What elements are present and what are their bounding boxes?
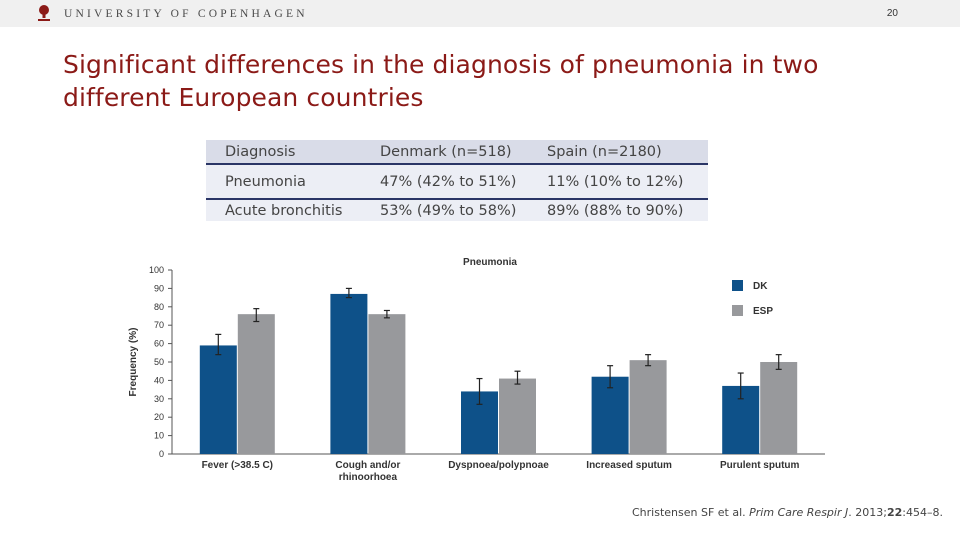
y-tick-label: 30	[154, 394, 164, 404]
x-tick-label: Purulent sputum	[720, 460, 800, 471]
slide-title: Significant differences in the diagnosis…	[63, 50, 819, 112]
y-tick-label: 50	[154, 357, 164, 367]
table-cell: 11% (10% to 12%)	[547, 173, 684, 190]
y-tick-label: 20	[154, 412, 164, 422]
header-bar: UNIVERSITY OF COPENHAGEN 20	[0, 0, 960, 27]
table-cell: 47% (42% to 51%)	[380, 173, 517, 190]
x-tick-label: Dyspnoea/polypnoae	[448, 460, 549, 471]
bar-dk	[199, 345, 237, 454]
citation-volume: 22	[886, 506, 903, 519]
table-header-cell: Diagnosis	[225, 143, 296, 160]
y-tick-label: 100	[149, 265, 164, 275]
table-cell: 89% (88% to 90%)	[547, 202, 684, 219]
legend-swatch-esp	[732, 305, 743, 316]
y-tick-label: 80	[154, 302, 164, 312]
table-cell: 53% (49% to 58%)	[380, 202, 517, 219]
legend-label-esp: ESP	[753, 306, 773, 317]
y-tick-label: 90	[154, 283, 164, 293]
table-header-cell: Denmark (n=518)	[380, 143, 512, 160]
y-tick-label: 10	[154, 431, 164, 441]
citation-journal: Prim Care Respir J	[749, 506, 849, 519]
y-tick-label: 60	[154, 339, 164, 349]
bar-esp	[237, 314, 275, 454]
x-tick-label: Cough and/or	[335, 460, 400, 471]
x-tick-label: rhinoorhoea	[339, 472, 398, 483]
x-tick-label: Fever (>38.5 C)	[202, 460, 273, 471]
table-header-row: Diagnosis Denmark (n=518) Spain (n=2180)	[206, 140, 708, 164]
citation: Christensen SF et al. Prim Care Respir J…	[632, 506, 943, 519]
y-tick-label: 0	[159, 449, 164, 459]
university-name: UNIVERSITY OF COPENHAGEN	[64, 8, 308, 20]
y-axis-label: Frequency (%)	[128, 328, 139, 397]
chart-title: Pneumonia	[463, 257, 517, 268]
citation-details: . 2013;	[848, 506, 887, 519]
legend-label-dk: DK	[753, 281, 768, 292]
university-logo-icon	[38, 5, 50, 21]
table-row: Pneumonia 47% (42% to 51%) 11% (10% to 1…	[206, 164, 708, 199]
bar-esp	[368, 314, 406, 454]
table-cell: Acute bronchitis	[225, 202, 343, 219]
table-row: Acute bronchitis 53% (49% to 58%) 89% (8…	[206, 199, 708, 221]
y-tick-label: 40	[154, 375, 164, 385]
bar-dk	[591, 376, 629, 454]
legend-swatch-dk	[732, 280, 743, 291]
citation-authors: Christensen SF et al.	[632, 506, 750, 519]
bar-esp	[760, 362, 798, 454]
table-cell: Pneumonia	[225, 173, 306, 190]
bar-esp	[499, 378, 536, 454]
table-header-cell: Spain (n=2180)	[547, 143, 662, 160]
bar-dk	[330, 293, 368, 454]
pneumonia-bar-chart: Pneumonia 0 10 20 30 40 50 60 70 80 90 100 Frequency…	[128, 257, 825, 483]
slide-number: 20	[886, 8, 898, 19]
citation-pages: :454–8.	[902, 506, 943, 519]
x-tick-label: Increased sputum	[586, 460, 672, 471]
y-tick-label: 70	[154, 320, 164, 330]
diagnosis-table: Diagnosis Denmark (n=518) Spain (n=2180)…	[206, 140, 708, 221]
bar-esp	[629, 360, 667, 454]
